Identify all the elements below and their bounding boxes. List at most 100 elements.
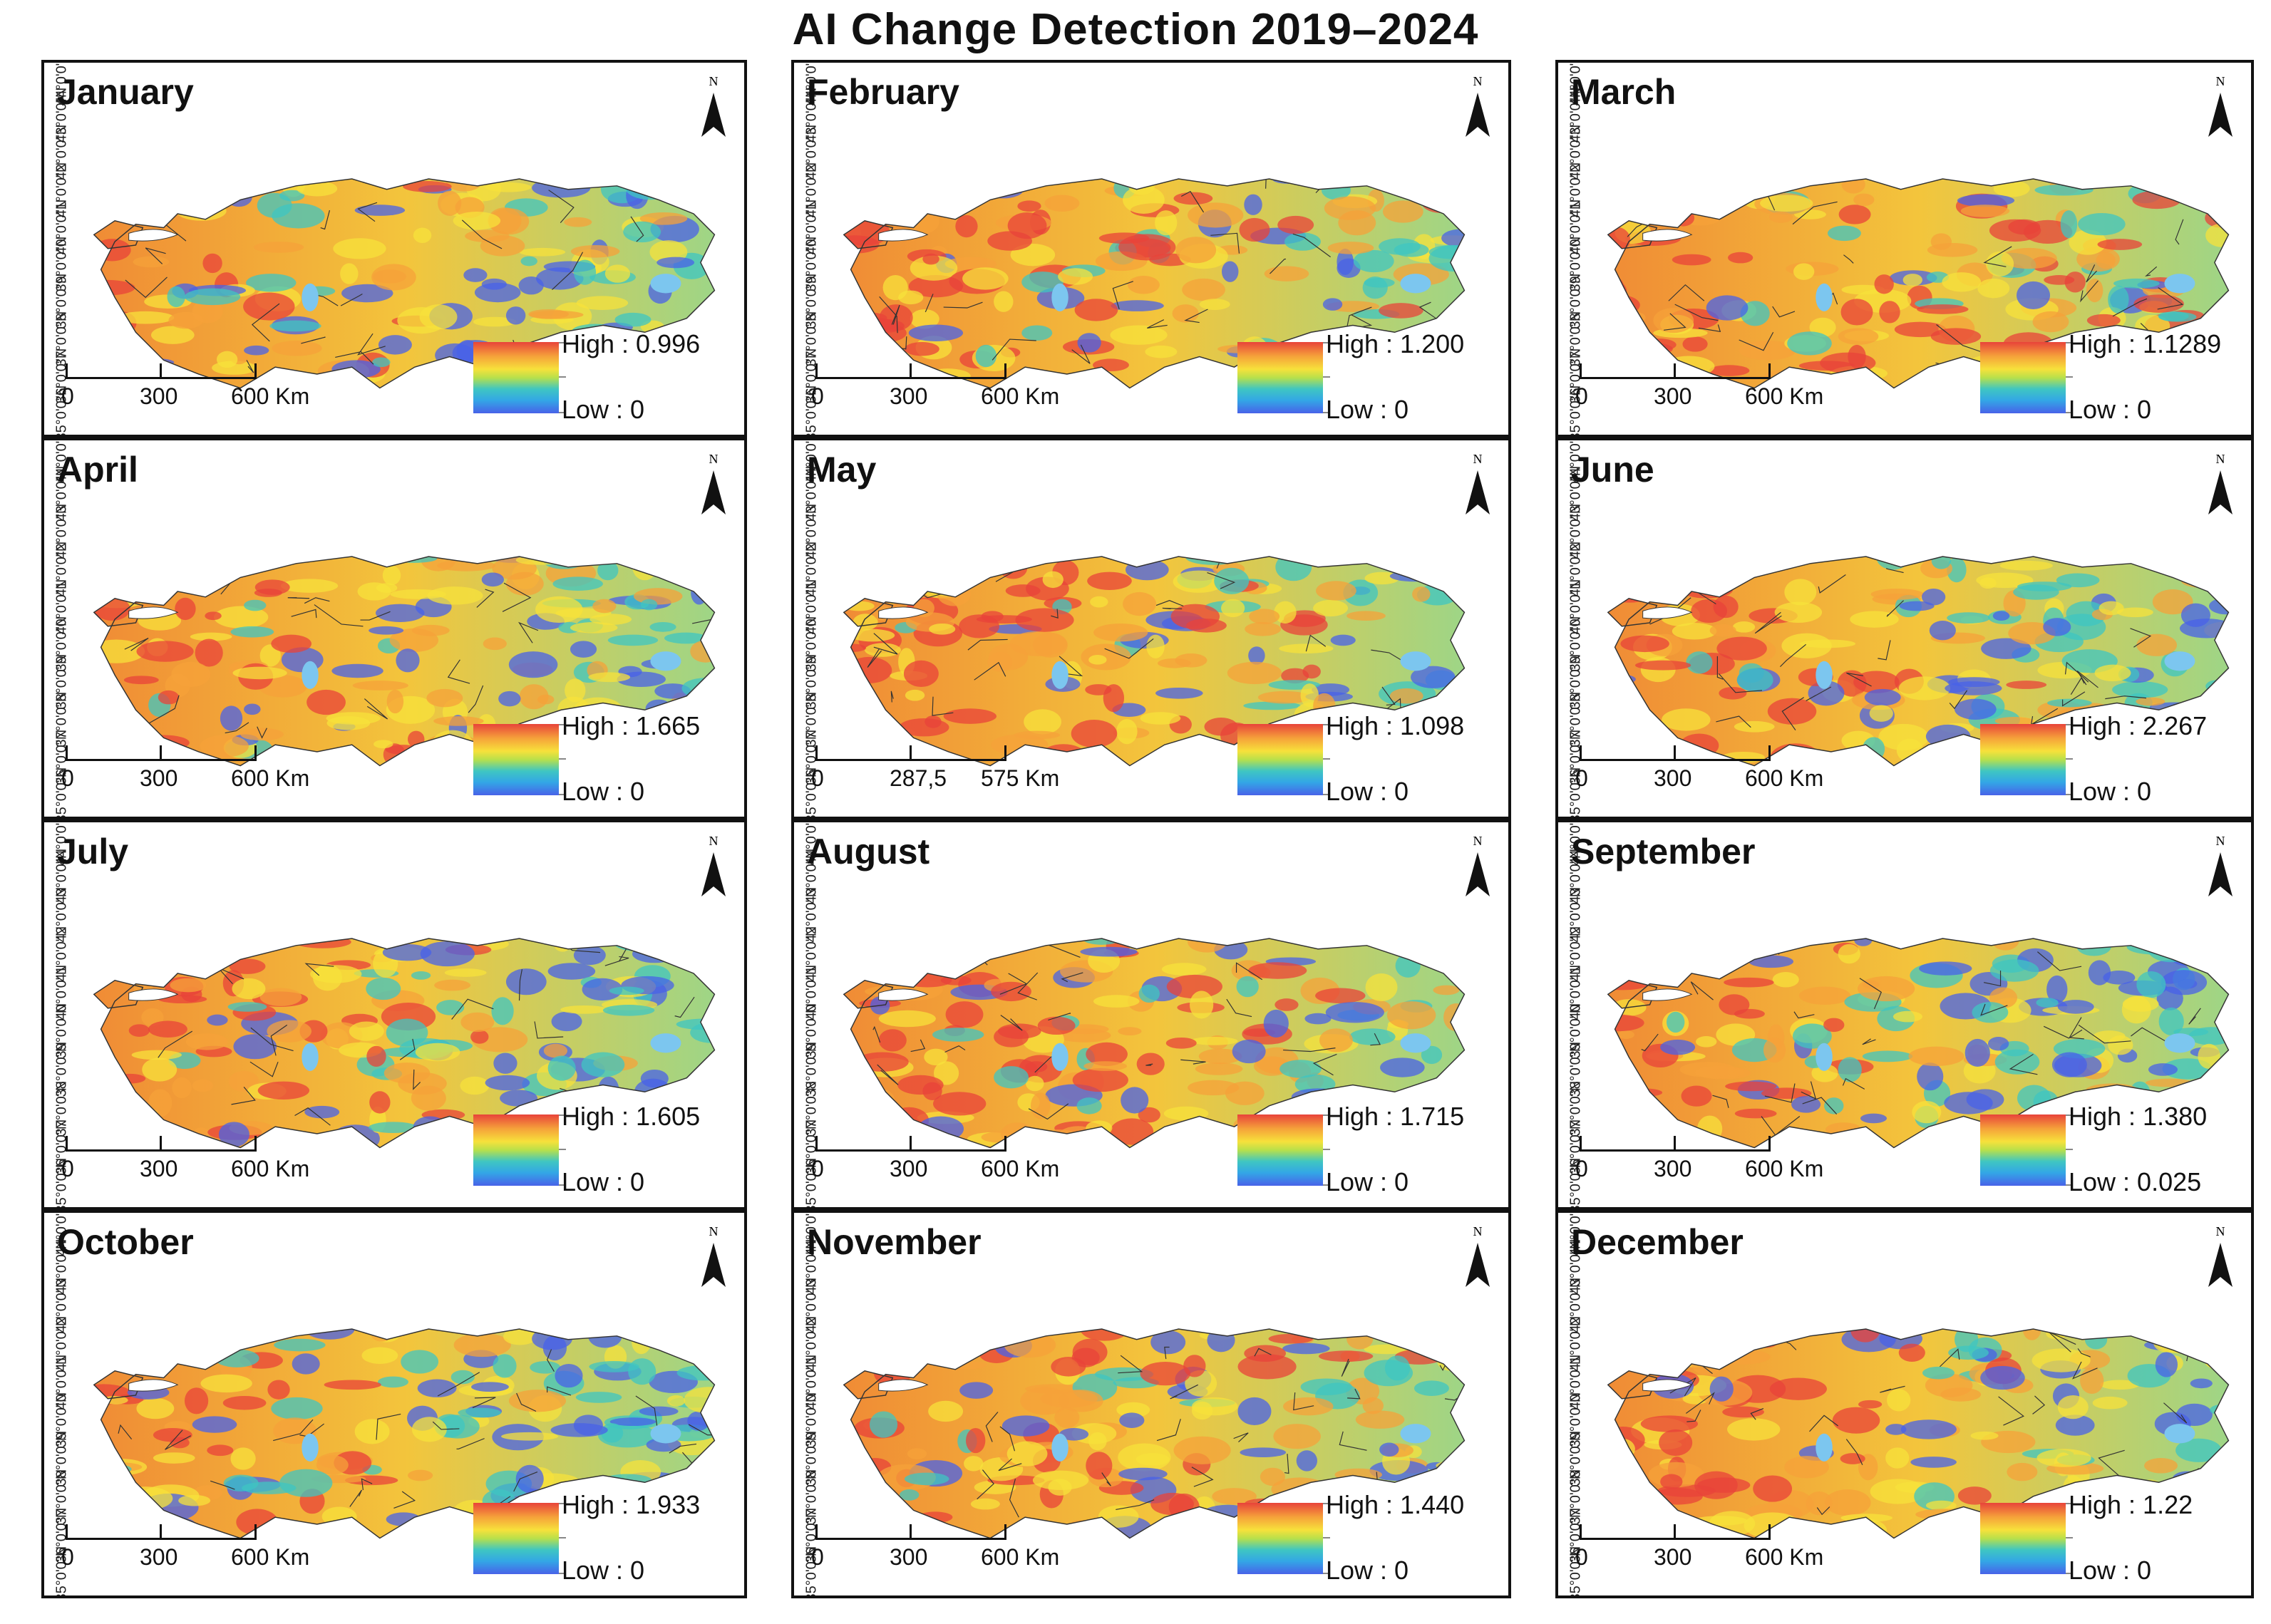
legend-low: Low : 0 (562, 1167, 645, 1196)
scale-label-start: 0 (811, 765, 824, 791)
scale-label-end: 600 Km (1745, 765, 1824, 791)
map-panel-february: 44°0'0"N 43°0'0"N 42°0'0"N 41°0'0"N 40°0'0"N… (791, 60, 1511, 438)
month-title: May (807, 450, 877, 490)
month-title: September (1571, 832, 1756, 872)
scale-bar: 0 300 600 Km (61, 1524, 309, 1574)
scale-mid-tick (910, 745, 912, 761)
scale-label-end: 600 Km (1745, 1544, 1824, 1570)
legend-low: Low : 0 (1326, 1556, 1409, 1585)
legend-tick (2066, 794, 2073, 795)
north-arrow-icon: N (1466, 74, 1490, 137)
legend-high: High : 2.267 (2069, 711, 2208, 740)
scale-mid-tick (910, 1524, 912, 1540)
scale-label-start: 0 (1575, 1156, 1588, 1181)
legend-low: Low : 0 (2069, 395, 2152, 424)
legend-tick (559, 1149, 566, 1150)
color-ramp (1237, 1114, 1323, 1186)
north-arrow-icon: N (2208, 74, 2233, 137)
legend-high: High : 0.996 (562, 329, 701, 358)
legend-tick (1323, 724, 1330, 725)
color-legend: High : 1.605 Low : 0 (473, 1102, 716, 1196)
scale-label-mid: 300 (1654, 1156, 1692, 1181)
legend-low: Low : 0 (2069, 777, 2152, 806)
scale-label-end: 600 Km (981, 1544, 1060, 1570)
scale-label-start: 0 (811, 1156, 824, 1181)
legend-tick (1323, 342, 1330, 343)
month-title: August (807, 832, 930, 872)
figure-title: AI Change Detection 2019–2024 (792, 5, 1479, 54)
scale-label-mid: 300 (1654, 765, 1692, 791)
north-label: N (2216, 834, 2225, 848)
scale-bar: 0 300 600 Km (1575, 1524, 1823, 1574)
scale-label-start: 0 (61, 383, 74, 409)
north-label: N (709, 834, 719, 848)
scale-bar: 0 300 600 Km (1575, 363, 1823, 413)
legend-tick (559, 1114, 566, 1116)
color-ramp (473, 342, 559, 413)
color-legend: High : 1.933 Low : 0 (473, 1490, 716, 1585)
north-label: N (709, 1224, 719, 1238)
turkey-change-map (93, 556, 716, 767)
scale-bar: 0 300 600 Km (811, 363, 1059, 413)
scale-label-end: 600 Km (231, 383, 310, 409)
map-panel-march: 44°0'0"N 43°0'0"N 42°0'0"N 41°0'0"N 40°0'0"N… (1555, 60, 2254, 438)
north-label: N (1473, 834, 1483, 848)
scale-label-mid: 287,5 (890, 765, 947, 791)
legend-tick (1323, 376, 1330, 378)
north-arrow-icon: N (701, 834, 726, 896)
scale-label-mid: 300 (1654, 383, 1692, 409)
color-legend: High : 1.200 Low : 0 (1237, 329, 1480, 424)
scale-label-mid: 300 (140, 1156, 178, 1181)
color-ramp (473, 1503, 559, 1574)
legend-tick (559, 342, 566, 343)
month-title: October (57, 1222, 194, 1262)
north-label: N (1473, 1224, 1483, 1238)
map-panel-may: 44°0'0"N 43°0'0"N 42°0'0"N 41°0'0"N 40°0'0"N… (791, 438, 1511, 819)
legend-high: High : 1.380 (2069, 1102, 2208, 1131)
legend-low: Low : 0 (2069, 1556, 2152, 1585)
month-title: July (57, 832, 129, 872)
scale-bar: 0 300 600 Km (811, 1524, 1059, 1574)
map-panel-october: 44°0'0"N 43°0'0"N 42°0'0"N 41°0'0"N 40°0'0"N… (41, 1210, 747, 1598)
legend-high: High : 1.440 (1326, 1490, 1465, 1519)
legend-tick (1323, 1573, 1330, 1574)
turkey-change-map (843, 178, 1466, 389)
north-arrow-icon: N (701, 1224, 726, 1287)
legend-tick (2066, 412, 2073, 413)
scale-label-end: 600 Km (1745, 1156, 1824, 1181)
map-panel-july: 44°0'0"N 43°0'0"N 42°0'0"N 41°0'0"N 40°0'0"N… (41, 819, 747, 1210)
north-arrow-icon: N (2208, 1224, 2233, 1287)
scale-label-start: 0 (811, 383, 824, 409)
scale-label-start: 0 (1575, 1544, 1588, 1570)
scale-label-end: 600 Km (231, 1544, 310, 1570)
color-ramp (1237, 724, 1323, 795)
scale-mid-tick (160, 363, 162, 379)
scale-label-end: 600 Km (231, 1156, 310, 1181)
color-ramp (473, 1114, 559, 1186)
scale-bar: 0 300 600 Km (61, 745, 309, 795)
legend-tick (2066, 724, 2073, 725)
north-label: N (1473, 452, 1483, 466)
legend-tick (559, 1503, 566, 1504)
legend-low: Low : 0 (1326, 395, 1409, 424)
scale-label-mid: 300 (140, 1544, 178, 1570)
north-label: N (709, 452, 719, 466)
scale-label-start: 0 (811, 1544, 824, 1570)
legend-high: High : 1.098 (1326, 711, 1465, 740)
legend-tick (2066, 1503, 2073, 1504)
legend-tick (1323, 1114, 1330, 1116)
legend-tick (2066, 758, 2073, 760)
legend-tick (2066, 1184, 2073, 1186)
legend-tick (559, 794, 566, 795)
scale-mid-tick (1674, 1136, 1676, 1152)
scale-label-mid: 300 (890, 1544, 928, 1570)
scale-label-mid: 300 (890, 1156, 928, 1181)
legend-tick (559, 1184, 566, 1186)
map-panel-january: 44°0'0"N 43°0'0"N 42°0'0"N 41°0'0"N 40°0'0"N… (41, 60, 747, 438)
legend-tick (559, 376, 566, 378)
month-title: January (57, 72, 194, 112)
turkey-change-map (843, 1328, 1466, 1539)
color-legend: High : 0.996 Low : 0 (473, 329, 716, 424)
color-ramp (1980, 1114, 2066, 1186)
scale-bar: 0 300 600 Km (61, 363, 309, 413)
